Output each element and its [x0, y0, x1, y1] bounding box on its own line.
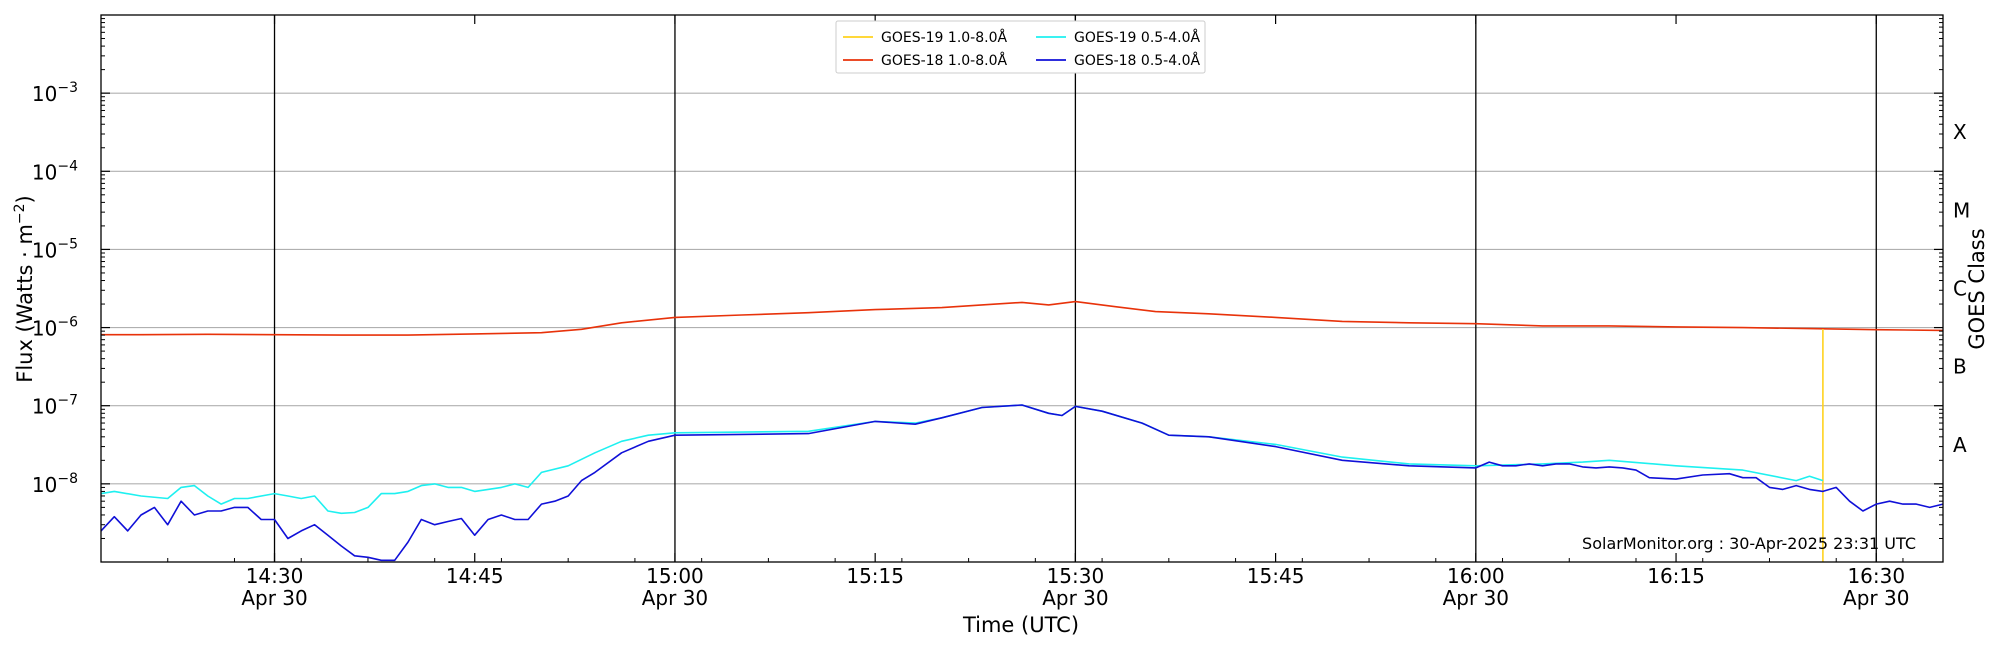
y-tick-label: 10−6	[32, 315, 78, 341]
y-axis-title-close: )	[13, 195, 37, 203]
y-tick-exponent: −8	[57, 471, 78, 487]
series-line-goes-18-0-5-4-0	[100, 404, 1944, 562]
series-line-goes-19-0-5-4-0	[100, 404, 1824, 515]
x-tick-label: 16:30	[1847, 564, 1905, 588]
goes-class-label: M	[1953, 198, 1970, 222]
legend-label: GOES-19 1.0-8.0Å	[881, 29, 1007, 46]
y-tick-base: 10	[32, 473, 57, 497]
y-tick-label: 10−5	[32, 236, 78, 262]
y-axis-title-superscript: −2	[12, 203, 28, 224]
legend-label: GOES-18 1.0-8.0Å	[881, 52, 1007, 69]
y-tick-base: 10	[32, 160, 57, 184]
vertical-time-markers	[273, 15, 1877, 562]
series-group	[100, 300, 1944, 562]
goes-class-label: X	[1953, 120, 1967, 144]
credit-text: SolarMonitor.org : 30-Apr-2025 23:31 UTC	[1582, 534, 1916, 553]
x-tick-label: 15:15	[846, 564, 904, 588]
y-tick-exponent: −7	[57, 393, 78, 409]
x-tick-label: 14:30	[246, 564, 304, 588]
legend: GOES-19 1.0-8.0Å GOES-18 1.0-8.0Å GOES-19 …	[835, 20, 1206, 74]
legend-label: GOES-19 0.5-4.0Å	[1074, 29, 1200, 46]
y-axis-ticks: 10−810−710−610−510−410−3	[32, 18, 1943, 539]
series-line-goes-18-1-0-8-0	[101, 300, 1944, 336]
y-tick-base: 10	[32, 395, 57, 419]
x-tick-sublabel: Apr 30	[241, 586, 307, 610]
y-tick-exponent: −6	[57, 315, 78, 331]
x-tick-label: 16:00	[1447, 564, 1505, 588]
y-tick-label: 10−7	[32, 393, 78, 419]
x-tick-label: 14:45	[446, 564, 504, 588]
y-tick-label: 10−3	[32, 80, 78, 106]
x-axis-title: Time (UTC)	[962, 613, 1079, 637]
y-tick-exponent: −3	[57, 80, 78, 96]
x-tick-sublabel: Apr 30	[1443, 586, 1509, 610]
goes-class-label: B	[1953, 355, 1967, 379]
x-tick-label: 15:45	[1247, 564, 1305, 588]
goes-class-ticks: A B C M X	[1953, 120, 1970, 457]
y-tick-exponent: −5	[57, 236, 78, 252]
goes-class-label: A	[1953, 433, 1967, 457]
y-tick-exponent: −4	[57, 158, 78, 174]
x-tick-label: 15:30	[1047, 564, 1105, 588]
y-tick-base: 10	[32, 238, 57, 262]
x-tick-sublabel: Apr 30	[642, 586, 708, 610]
y-tick-base: 10	[32, 317, 57, 341]
y-tick-label: 10−8	[32, 471, 78, 497]
right-axis-title: GOES Class	[1965, 228, 1989, 349]
goes-class-label: C	[1953, 277, 1967, 301]
x-tick-sublabel: Apr 30	[1042, 586, 1108, 610]
x-tick-sublabel: Apr 30	[1843, 586, 1909, 610]
x-tick-label: 16:15	[1647, 564, 1705, 588]
y-axis-title: Flux (Watts · m−2)	[12, 195, 37, 383]
y-tick-label: 10−4	[32, 158, 78, 184]
plot-frame	[100, 14, 1944, 563]
y-tick-base: 10	[32, 82, 57, 106]
x-tick-label: 15:00	[646, 564, 704, 588]
legend-label: GOES-18 0.5-4.0Å	[1074, 52, 1200, 69]
legend-box	[835, 20, 1206, 74]
y-axis-title-main: Flux (Watts · m	[13, 224, 37, 383]
